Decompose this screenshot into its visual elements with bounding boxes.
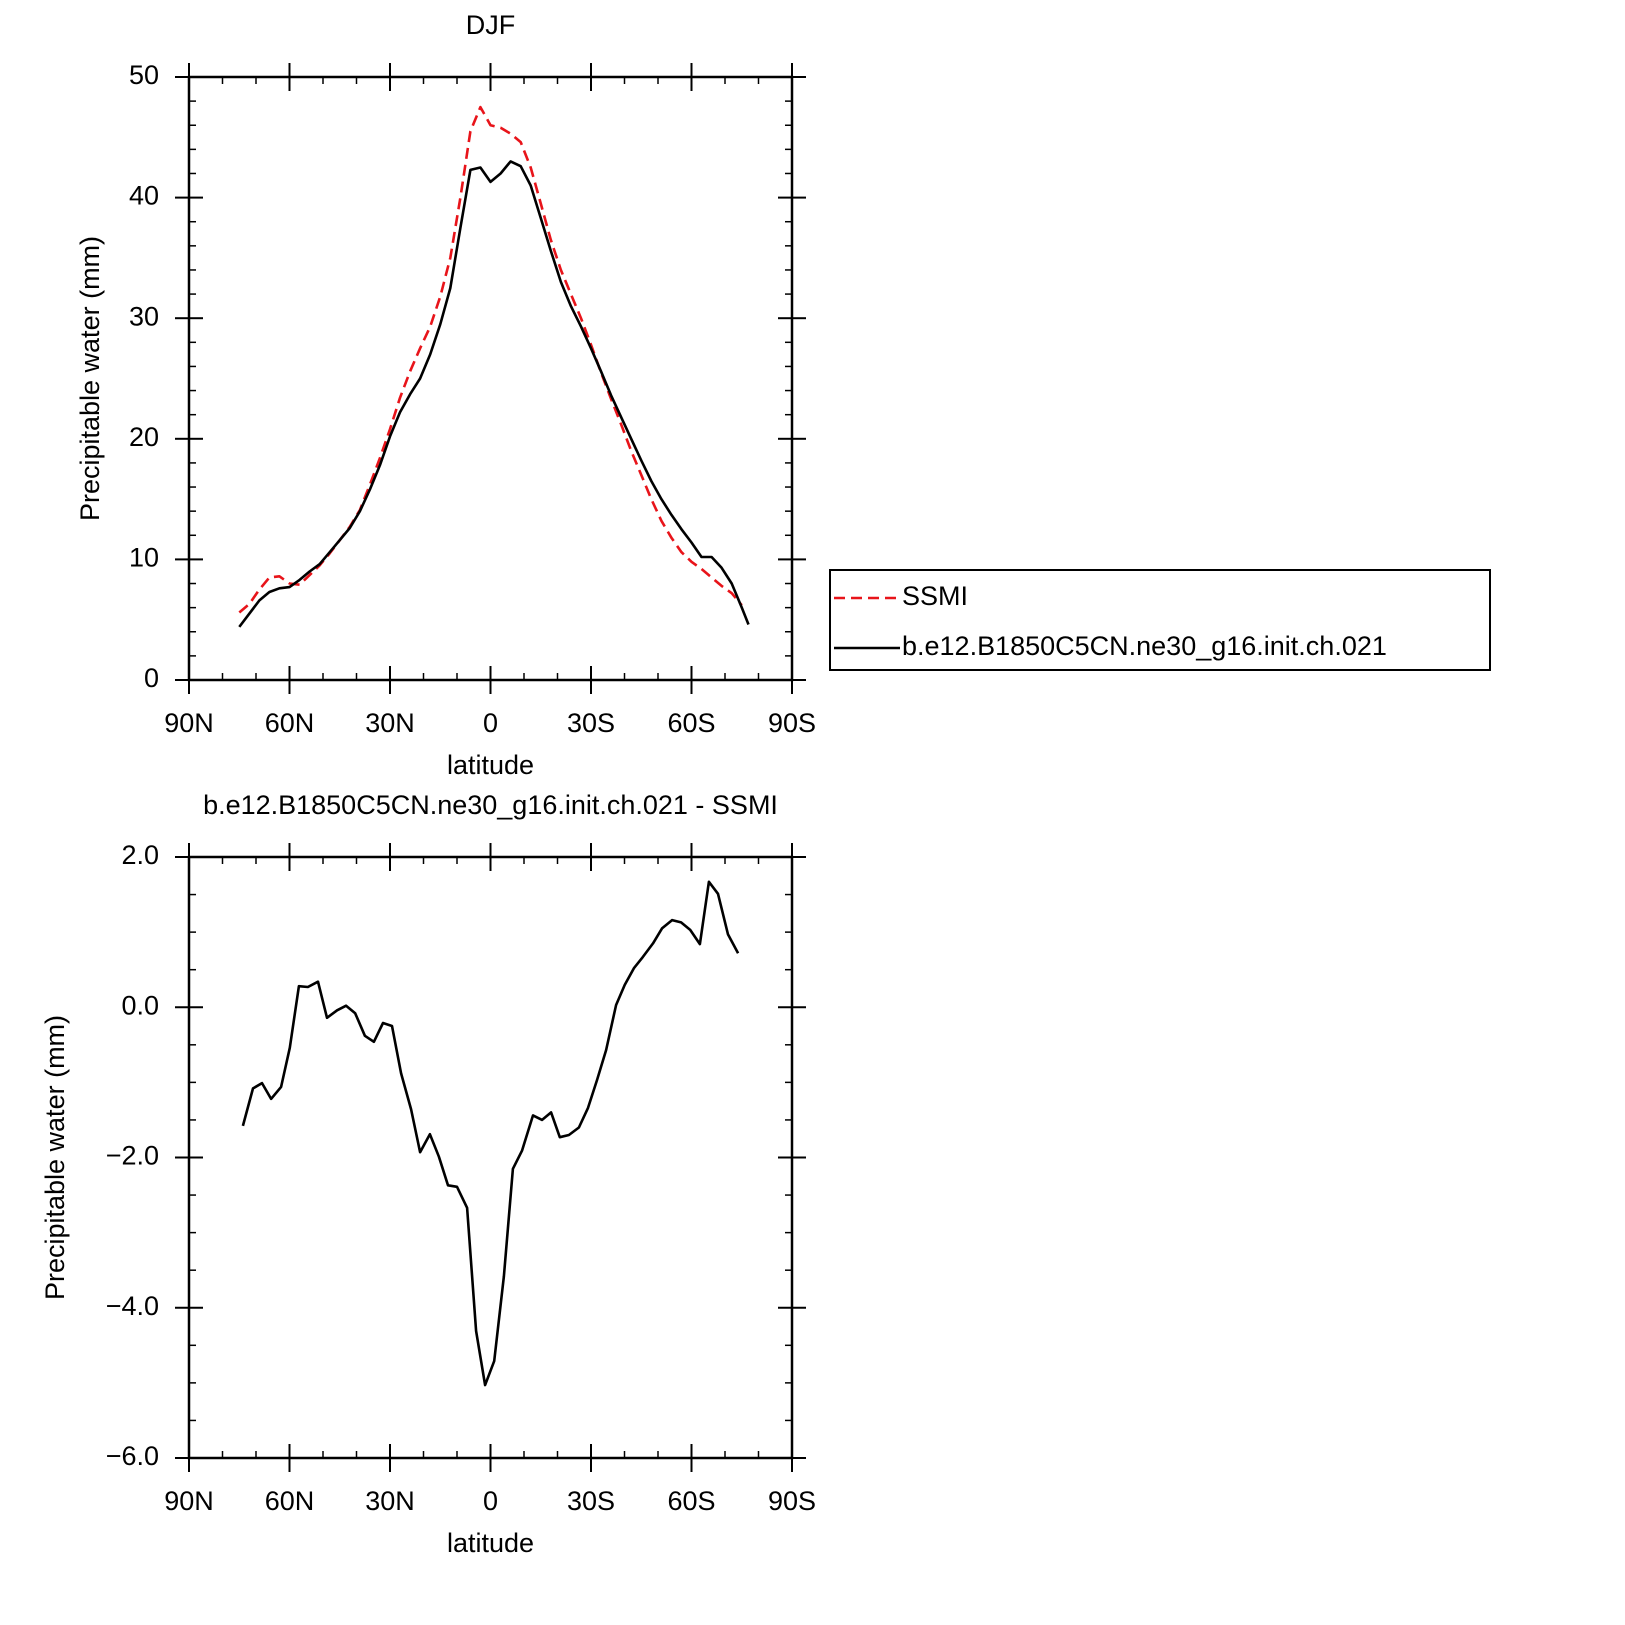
y-tick-label: 0.0: [121, 990, 159, 1020]
y-tick-label: 0: [144, 663, 159, 693]
x-axis-label: latitude: [447, 750, 534, 780]
x-tick-label: 90S: [768, 1486, 816, 1516]
data-line: [241, 880, 740, 1387]
y-tick-label: −4.0: [106, 1291, 159, 1321]
x-tick-label: 30N: [365, 1486, 415, 1516]
x-tick-label: 30N: [365, 708, 415, 738]
chart-title: DJF: [466, 10, 516, 40]
x-tick-label: 30S: [567, 708, 615, 738]
y-tick-label: 40: [129, 181, 159, 211]
legend-label: SSMI: [902, 581, 968, 611]
y-tick-label: 2.0: [121, 840, 159, 870]
x-tick-label: 60N: [265, 1486, 315, 1516]
y-tick-label: −6.0: [106, 1441, 159, 1471]
y-tick-label: 20: [129, 422, 159, 452]
plot-frame: [187, 75, 794, 682]
y-axis-label: Precipitable water (mm): [75, 236, 105, 521]
legend-box: [829, 569, 1491, 671]
y-tick-label: 30: [129, 301, 159, 331]
y-tick-label: 10: [129, 543, 159, 573]
y-tick-label: 50: [129, 60, 159, 90]
plot-frame: [187, 855, 794, 1460]
data-line: [238, 160, 750, 628]
x-tick-label: 30S: [567, 1486, 615, 1516]
x-tick-label: 60N: [265, 708, 315, 738]
x-axis-label: latitude: [447, 1528, 534, 1558]
y-axis-label: Precipitable water (mm): [40, 1015, 70, 1300]
y-tick-label: −2.0: [106, 1141, 159, 1171]
x-tick-label: 0: [483, 708, 498, 738]
x-tick-label: 60S: [667, 708, 715, 738]
x-tick-label: 90N: [164, 708, 214, 738]
x-tick-label: 90S: [768, 708, 816, 738]
x-tick-label: 60S: [667, 1486, 715, 1516]
legend-label: b.e12.B1850C5CN.ne30_g16.init.ch.021: [902, 631, 1387, 661]
x-tick-label: 90N: [164, 1486, 214, 1516]
chart-title: b.e12.B1850C5CN.ne30_g16.init.ch.021 - S…: [203, 790, 778, 820]
x-tick-label: 0: [483, 1486, 498, 1516]
